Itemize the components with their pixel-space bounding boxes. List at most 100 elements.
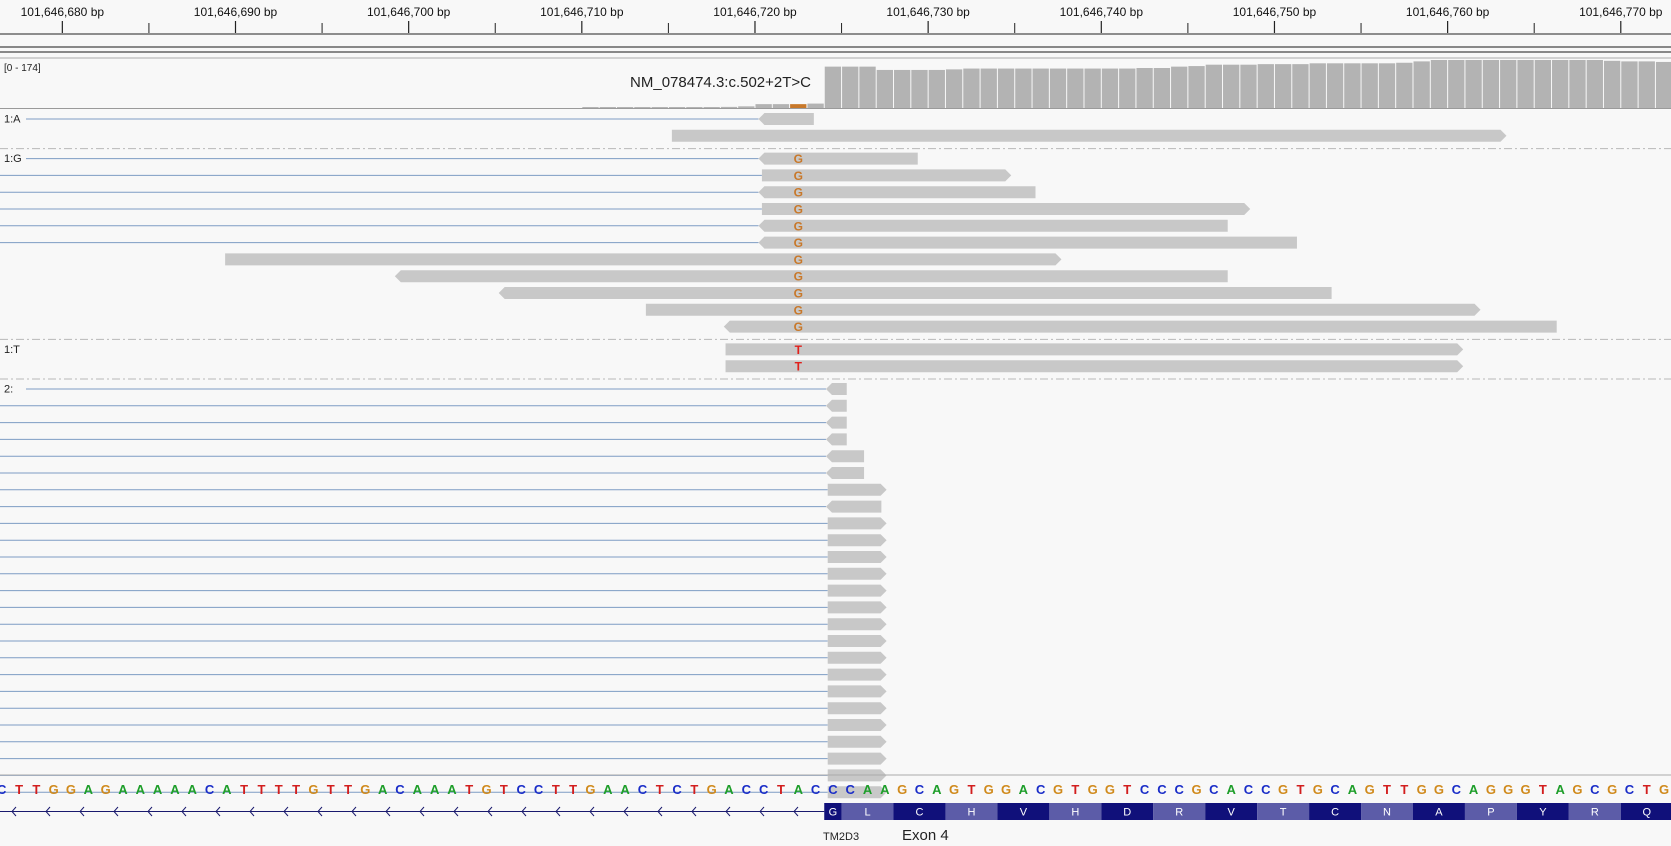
coverage-bar[interactable] bbox=[1638, 61, 1655, 108]
coverage-bar[interactable] bbox=[1119, 68, 1136, 108]
exon-codon[interactable] bbox=[893, 803, 946, 820]
coverage-bar[interactable] bbox=[703, 107, 720, 108]
coverage-bar[interactable] bbox=[668, 107, 686, 108]
coverage-bar[interactable] bbox=[1430, 60, 1448, 108]
aligned-read[interactable] bbox=[827, 534, 887, 547]
aligned-read[interactable] bbox=[827, 618, 887, 631]
aligned-read[interactable] bbox=[758, 152, 918, 165]
coverage-variant-bar[interactable] bbox=[790, 104, 807, 108]
coverage-bar[interactable] bbox=[1171, 66, 1188, 108]
gene-track[interactable]: TM2D3 Exon 4 G L C H V H D R V T C N A P Y R Q bbox=[0, 803, 1671, 844]
coverage-bar[interactable] bbox=[1586, 60, 1603, 108]
exon-codon[interactable] bbox=[1153, 803, 1206, 820]
aligned-read[interactable] bbox=[758, 186, 1036, 199]
coverage-bar[interactable] bbox=[1569, 60, 1586, 108]
coverage-bar[interactable] bbox=[859, 66, 876, 108]
aligned-read[interactable] bbox=[671, 129, 1507, 142]
exon-codon[interactable] bbox=[1361, 803, 1413, 820]
coverage-bar[interactable] bbox=[963, 68, 980, 108]
coverage-bar[interactable] bbox=[1396, 62, 1413, 108]
coverage-bar[interactable] bbox=[1621, 61, 1638, 108]
coverage-bar[interactable] bbox=[1326, 63, 1344, 108]
aligned-read[interactable] bbox=[827, 635, 887, 647]
coverage-bar[interactable] bbox=[997, 68, 1015, 108]
coverage-bar[interactable] bbox=[1465, 60, 1482, 108]
coverage-bar[interactable] bbox=[1067, 68, 1084, 108]
coverage-bar[interactable] bbox=[634, 107, 651, 108]
aligned-read[interactable] bbox=[394, 270, 1228, 283]
aligned-read[interactable] bbox=[827, 668, 887, 681]
aligned-read[interactable] bbox=[725, 343, 1464, 356]
coverage-bar[interactable] bbox=[1482, 60, 1500, 108]
exon-codon[interactable] bbox=[1568, 803, 1621, 820]
coverage-bar[interactable] bbox=[582, 107, 599, 108]
coverage-bar[interactable] bbox=[1205, 64, 1223, 108]
coverage-bar[interactable] bbox=[1257, 64, 1274, 108]
exon-codon[interactable] bbox=[1049, 803, 1102, 820]
aligned-read[interactable] bbox=[758, 113, 814, 125]
aligned-read[interactable] bbox=[758, 219, 1228, 232]
exon-codon[interactable] bbox=[1205, 803, 1258, 820]
coverage-bar[interactable] bbox=[1655, 61, 1671, 108]
aligned-read[interactable] bbox=[827, 517, 887, 530]
aligned-read[interactable] bbox=[827, 752, 887, 765]
coverage-bar[interactable] bbox=[1534, 60, 1552, 108]
coverage-bar[interactable] bbox=[1101, 68, 1119, 108]
coverage-track[interactable]: [0 - 174] NM_078474.3:c.502+2T>C bbox=[0, 60, 1671, 109]
aligned-read[interactable] bbox=[827, 551, 887, 563]
coverage-bar[interactable] bbox=[755, 104, 772, 108]
aligned-read[interactable] bbox=[827, 601, 887, 614]
coverage-bar[interactable] bbox=[980, 68, 997, 108]
coverage-bar[interactable] bbox=[1223, 64, 1240, 108]
ruler-track[interactable]: 101,646,680 bp 101,646,690 bp 101,646,700 … bbox=[0, 5, 1671, 59]
aligned-read[interactable] bbox=[498, 287, 1332, 299]
exon-codon[interactable] bbox=[1464, 803, 1517, 820]
aligned-read[interactable] bbox=[827, 719, 887, 731]
coverage-bar[interactable] bbox=[1344, 63, 1361, 108]
coverage-bar[interactable] bbox=[1015, 68, 1032, 108]
exon-codon[interactable] bbox=[1620, 803, 1671, 820]
coverage-bar[interactable] bbox=[1084, 68, 1101, 108]
coverage-bar[interactable] bbox=[1603, 60, 1621, 108]
aligned-read[interactable] bbox=[225, 253, 1062, 266]
coverage-bar[interactable] bbox=[1292, 64, 1309, 108]
aligned-read[interactable] bbox=[825, 500, 882, 513]
exon-codon[interactable] bbox=[841, 803, 894, 820]
coverage-bar[interactable] bbox=[945, 69, 963, 108]
coverage-bar[interactable] bbox=[616, 107, 634, 108]
exon-codon[interactable] bbox=[997, 803, 1050, 820]
aligned-read[interactable] bbox=[825, 433, 847, 446]
aligned-read[interactable] bbox=[825, 467, 865, 479]
coverage-bar[interactable] bbox=[1448, 60, 1465, 108]
aligned-read[interactable] bbox=[827, 567, 887, 580]
aligned-read[interactable] bbox=[825, 383, 847, 395]
aligned-read[interactable] bbox=[645, 303, 1481, 316]
aligned-read[interactable] bbox=[761, 203, 1251, 215]
coverage-bar[interactable] bbox=[807, 103, 824, 108]
aligned-read[interactable] bbox=[827, 584, 887, 597]
exon-codon[interactable] bbox=[824, 803, 842, 820]
aligned-read[interactable] bbox=[758, 236, 1297, 249]
coverage-bar[interactable] bbox=[1153, 68, 1171, 108]
coverage-bar[interactable] bbox=[911, 69, 928, 108]
coverage-bar[interactable] bbox=[928, 69, 945, 108]
coverage-bar[interactable] bbox=[1240, 64, 1257, 108]
aligned-read[interactable] bbox=[825, 416, 847, 429]
aligned-read[interactable] bbox=[827, 786, 887, 799]
coverage-bar[interactable] bbox=[1552, 60, 1569, 108]
coverage-bar[interactable] bbox=[1361, 63, 1378, 108]
aligned-read[interactable] bbox=[725, 360, 1464, 373]
aligned-read[interactable] bbox=[827, 735, 887, 748]
aligned-read[interactable] bbox=[723, 320, 1557, 333]
coverage-bar[interactable] bbox=[1274, 64, 1292, 108]
exon-codon[interactable] bbox=[1309, 803, 1362, 820]
coverage-bar[interactable] bbox=[686, 107, 703, 108]
aligned-read[interactable] bbox=[761, 169, 1012, 182]
coverage-bar[interactable] bbox=[720, 106, 738, 108]
coverage-bar[interactable] bbox=[738, 106, 755, 108]
aligned-read[interactable] bbox=[825, 450, 865, 463]
coverage-bar[interactable] bbox=[1413, 61, 1430, 108]
coverage-bar[interactable] bbox=[842, 66, 859, 108]
